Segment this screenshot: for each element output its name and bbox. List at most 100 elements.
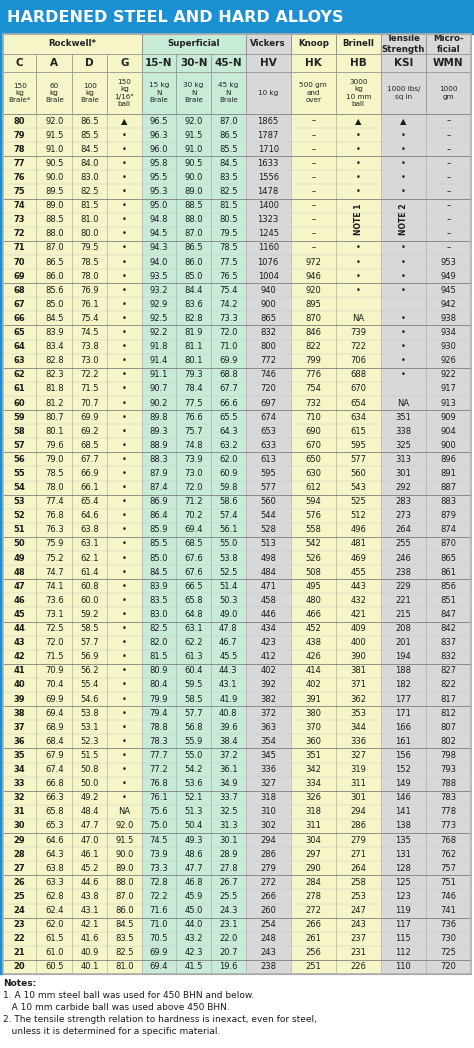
Text: G: G <box>120 58 128 68</box>
Text: 334: 334 <box>305 779 321 788</box>
Bar <box>3 692 36 706</box>
Text: NOTE 2: NOTE 2 <box>399 204 408 236</box>
Bar <box>291 805 336 818</box>
Text: 942: 942 <box>441 300 456 309</box>
Bar <box>142 340 176 353</box>
Text: 1000
gm: 1000 gm <box>439 86 458 100</box>
Bar <box>176 156 211 171</box>
Bar <box>381 636 426 650</box>
Text: 817: 817 <box>440 695 456 703</box>
Text: 117: 117 <box>395 920 411 930</box>
Text: 615: 615 <box>350 427 366 436</box>
Text: 56.2: 56.2 <box>81 667 99 675</box>
Text: 65.8: 65.8 <box>45 807 64 816</box>
Bar <box>36 114 73 128</box>
Bar <box>426 818 471 833</box>
Bar <box>3 34 471 974</box>
Text: 345: 345 <box>260 751 276 760</box>
Text: 66.5: 66.5 <box>184 582 203 591</box>
Text: Brinell: Brinell <box>342 40 374 48</box>
Text: 229: 229 <box>395 582 411 591</box>
Bar <box>291 311 336 326</box>
Bar <box>107 353 142 368</box>
Text: 88.0: 88.0 <box>115 878 134 887</box>
Text: •: • <box>122 765 127 774</box>
Text: 77.7: 77.7 <box>150 751 168 760</box>
Text: 34: 34 <box>14 765 26 774</box>
Text: •: • <box>122 159 127 168</box>
Bar <box>211 283 246 298</box>
Bar <box>291 537 336 551</box>
Text: •: • <box>401 131 406 139</box>
Text: 66.3: 66.3 <box>45 793 64 803</box>
Bar <box>426 692 471 706</box>
Bar <box>381 663 426 678</box>
Bar <box>336 396 381 410</box>
Text: 400: 400 <box>350 638 366 648</box>
Text: 80.9: 80.9 <box>150 667 168 675</box>
Bar <box>3 932 36 945</box>
Text: HV: HV <box>260 58 276 68</box>
Bar <box>73 128 107 143</box>
Bar <box>142 861 176 875</box>
Bar <box>426 184 471 198</box>
Bar <box>336 241 381 255</box>
Text: 595: 595 <box>350 441 366 450</box>
Bar <box>291 692 336 706</box>
Bar <box>426 580 471 593</box>
Bar <box>142 54 176 72</box>
Bar <box>211 692 246 706</box>
Bar <box>73 960 107 974</box>
Bar <box>176 438 211 453</box>
Bar <box>291 381 336 396</box>
Bar <box>291 650 336 663</box>
Text: 44.0: 44.0 <box>184 920 203 930</box>
Bar <box>107 453 142 466</box>
Bar <box>142 466 176 481</box>
Bar <box>381 608 426 621</box>
Text: 272: 272 <box>260 878 276 887</box>
Text: ▲: ▲ <box>400 116 407 126</box>
Text: 76.5: 76.5 <box>219 271 237 281</box>
Bar <box>107 833 142 847</box>
Text: •: • <box>122 596 127 605</box>
Text: 84.5: 84.5 <box>150 568 168 576</box>
Text: 81.5: 81.5 <box>150 652 168 661</box>
Text: 255: 255 <box>395 540 411 548</box>
Text: 71.5: 71.5 <box>81 385 99 393</box>
Bar <box>211 424 246 438</box>
Text: 79.4: 79.4 <box>150 708 168 718</box>
Bar <box>211 791 246 805</box>
Bar <box>211 678 246 692</box>
Text: •: • <box>401 342 406 351</box>
Text: 71.0: 71.0 <box>219 342 237 351</box>
Text: 710: 710 <box>305 413 321 421</box>
Bar <box>246 508 291 523</box>
Bar <box>291 184 336 198</box>
Bar <box>107 466 142 481</box>
Bar <box>246 495 291 508</box>
Bar <box>381 678 426 692</box>
Bar <box>246 255 291 269</box>
Text: 45 kg
N
Brale: 45 kg N Brale <box>218 83 238 104</box>
Text: 30: 30 <box>14 822 26 830</box>
Bar <box>73 213 107 226</box>
Bar <box>36 396 73 410</box>
Bar <box>381 283 426 298</box>
Bar <box>36 650 73 663</box>
Text: •: • <box>122 441 127 450</box>
Text: 96.0: 96.0 <box>150 145 168 154</box>
Text: 313: 313 <box>395 455 411 464</box>
Text: •: • <box>401 145 406 154</box>
Text: 51.5: 51.5 <box>81 751 99 760</box>
Bar <box>176 565 211 580</box>
Bar <box>142 213 176 226</box>
Text: 83.9: 83.9 <box>150 582 168 591</box>
Text: 78.3: 78.3 <box>150 737 168 746</box>
Bar <box>246 298 291 311</box>
Text: 86.0: 86.0 <box>45 271 64 281</box>
Text: 922: 922 <box>441 370 456 379</box>
Bar <box>246 608 291 621</box>
Bar <box>211 495 246 508</box>
Bar <box>381 791 426 805</box>
